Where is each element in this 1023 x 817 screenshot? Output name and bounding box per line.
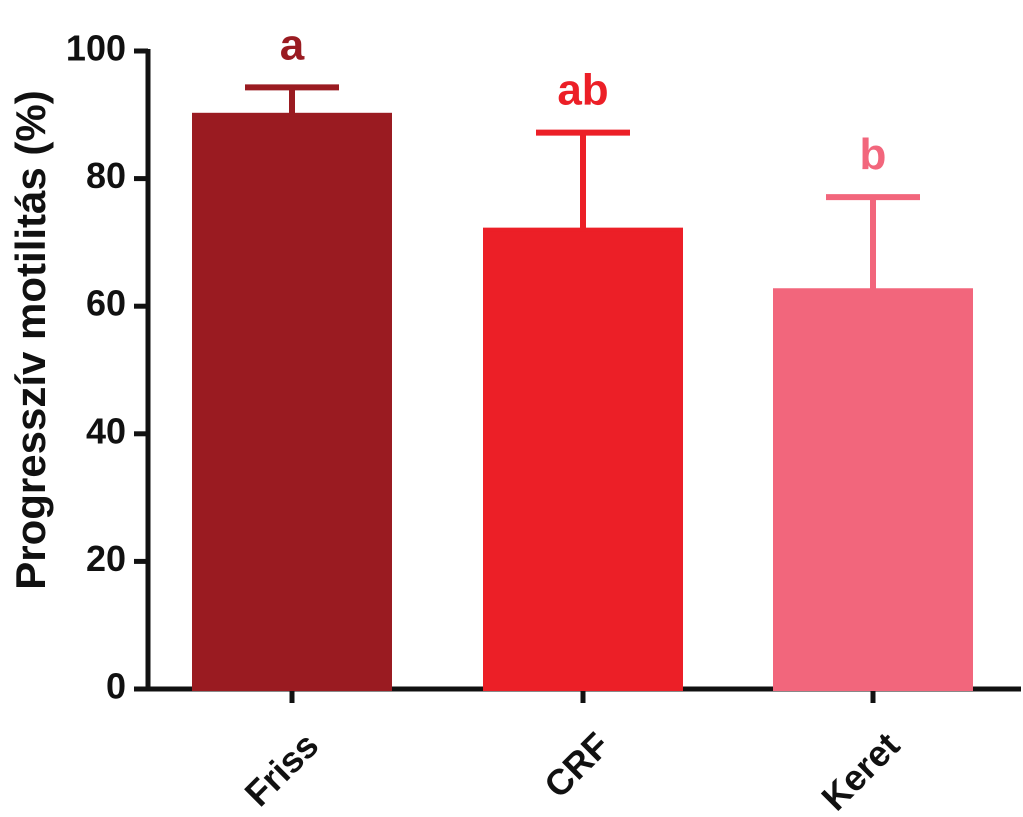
significance-letter: a bbox=[280, 20, 305, 69]
bar-friss bbox=[192, 112, 392, 692]
error-bars bbox=[245, 84, 920, 291]
bar-keret bbox=[773, 288, 973, 691]
y-axis-title: Progresszív motilitás (%) bbox=[7, 90, 54, 589]
y-tick-label: 60 bbox=[86, 283, 126, 324]
significance-labels: a ab b bbox=[280, 20, 887, 179]
y-tick-label: 80 bbox=[86, 155, 126, 196]
significance-letter: b bbox=[860, 130, 887, 179]
y-tick-label: 100 bbox=[66, 28, 126, 69]
x-axis bbox=[146, 686, 1021, 703]
category-labels: Friss CRF Keret bbox=[236, 724, 907, 817]
y-tick-label: 40 bbox=[86, 410, 126, 451]
category-label: Keret bbox=[813, 724, 907, 817]
y-tick-label: 0 bbox=[106, 666, 126, 707]
y-tick-label: 20 bbox=[86, 538, 126, 579]
bars bbox=[192, 112, 973, 692]
category-label: CRF bbox=[536, 724, 617, 805]
bar-crf bbox=[483, 227, 683, 691]
y-axis: 0 20 40 60 80 100 bbox=[66, 28, 151, 707]
category-label: Friss bbox=[236, 724, 326, 814]
significance-letter: ab bbox=[557, 66, 608, 115]
